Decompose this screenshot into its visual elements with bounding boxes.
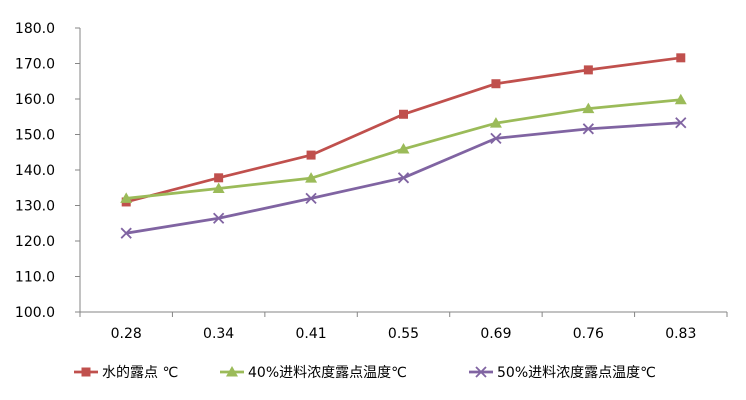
y-tick-label: 150.0 [15, 128, 55, 144]
x-tick-label: 0.83 [665, 326, 696, 342]
y-tick-label: 140.0 [15, 163, 55, 179]
data-point [675, 117, 687, 129]
series-3 [120, 117, 687, 239]
legend-swatch-marker [475, 366, 487, 378]
series-layer [120, 53, 687, 239]
data-point [674, 93, 687, 105]
data-point [397, 143, 410, 154]
data-point [213, 212, 225, 224]
x-tick-label: 0.76 [573, 326, 604, 342]
legend-swatch-marker [81, 367, 91, 377]
data-point [305, 192, 317, 205]
data-point [489, 117, 502, 128]
series-1 [121, 53, 686, 207]
legend: 水的露点 ℃ 40%进料浓度露点温度℃ 50%进料浓度露点温度℃ [74, 365, 656, 381]
legend-label: 50%进料浓度露点温度℃ [497, 365, 656, 381]
data-point [583, 65, 593, 75]
y-tick-label: 120.0 [15, 234, 55, 250]
data-point [582, 102, 595, 114]
data-point [676, 53, 686, 63]
legend-label: 水的露点 ℃ [102, 365, 178, 381]
series-2 [120, 93, 687, 203]
data-point [212, 182, 225, 193]
data-point [491, 79, 501, 89]
data-point [120, 192, 133, 203]
data-point [214, 173, 224, 183]
legend-swatch-marker [226, 366, 238, 377]
y-tick-label: 170.0 [15, 57, 55, 73]
x-tick-label: 0.34 [203, 326, 234, 342]
data-point [582, 123, 594, 135]
data-point [305, 172, 318, 183]
y-tick-label: 110.0 [15, 270, 55, 286]
y-axis: 100.0 110.0 120.0 130.0 140.0 150.0 160.0 170.0… [15, 21, 81, 321]
series-line [125, 56, 681, 204]
legend-item: 水的露点 ℃ [74, 365, 178, 381]
legend-item: 50%进料浓度露点温度℃ [469, 365, 656, 381]
data-point [397, 172, 410, 184]
data-point [490, 132, 502, 145]
x-tick-label: 0.55 [388, 326, 419, 342]
x-axis: 0.28 0.34 0.41 0.55 0.69 0.76 0.83 [79, 311, 728, 342]
x-tick-label: 0.69 [480, 326, 511, 342]
y-tick-label: 130.0 [15, 199, 55, 215]
y-tick-label: 160.0 [15, 92, 55, 108]
data-point [306, 150, 316, 160]
data-point [399, 109, 408, 119]
x-tick-label: 0.41 [295, 326, 326, 342]
data-point [120, 227, 132, 239]
legend-item: 40%进料浓度露点温度℃ [220, 365, 407, 381]
y-tick-label: 100.0 [15, 305, 55, 321]
legend-label: 40%进料浓度露点温度℃ [248, 365, 407, 381]
x-tick-label: 0.28 [111, 326, 142, 342]
y-tick-label: 180.0 [15, 21, 55, 37]
